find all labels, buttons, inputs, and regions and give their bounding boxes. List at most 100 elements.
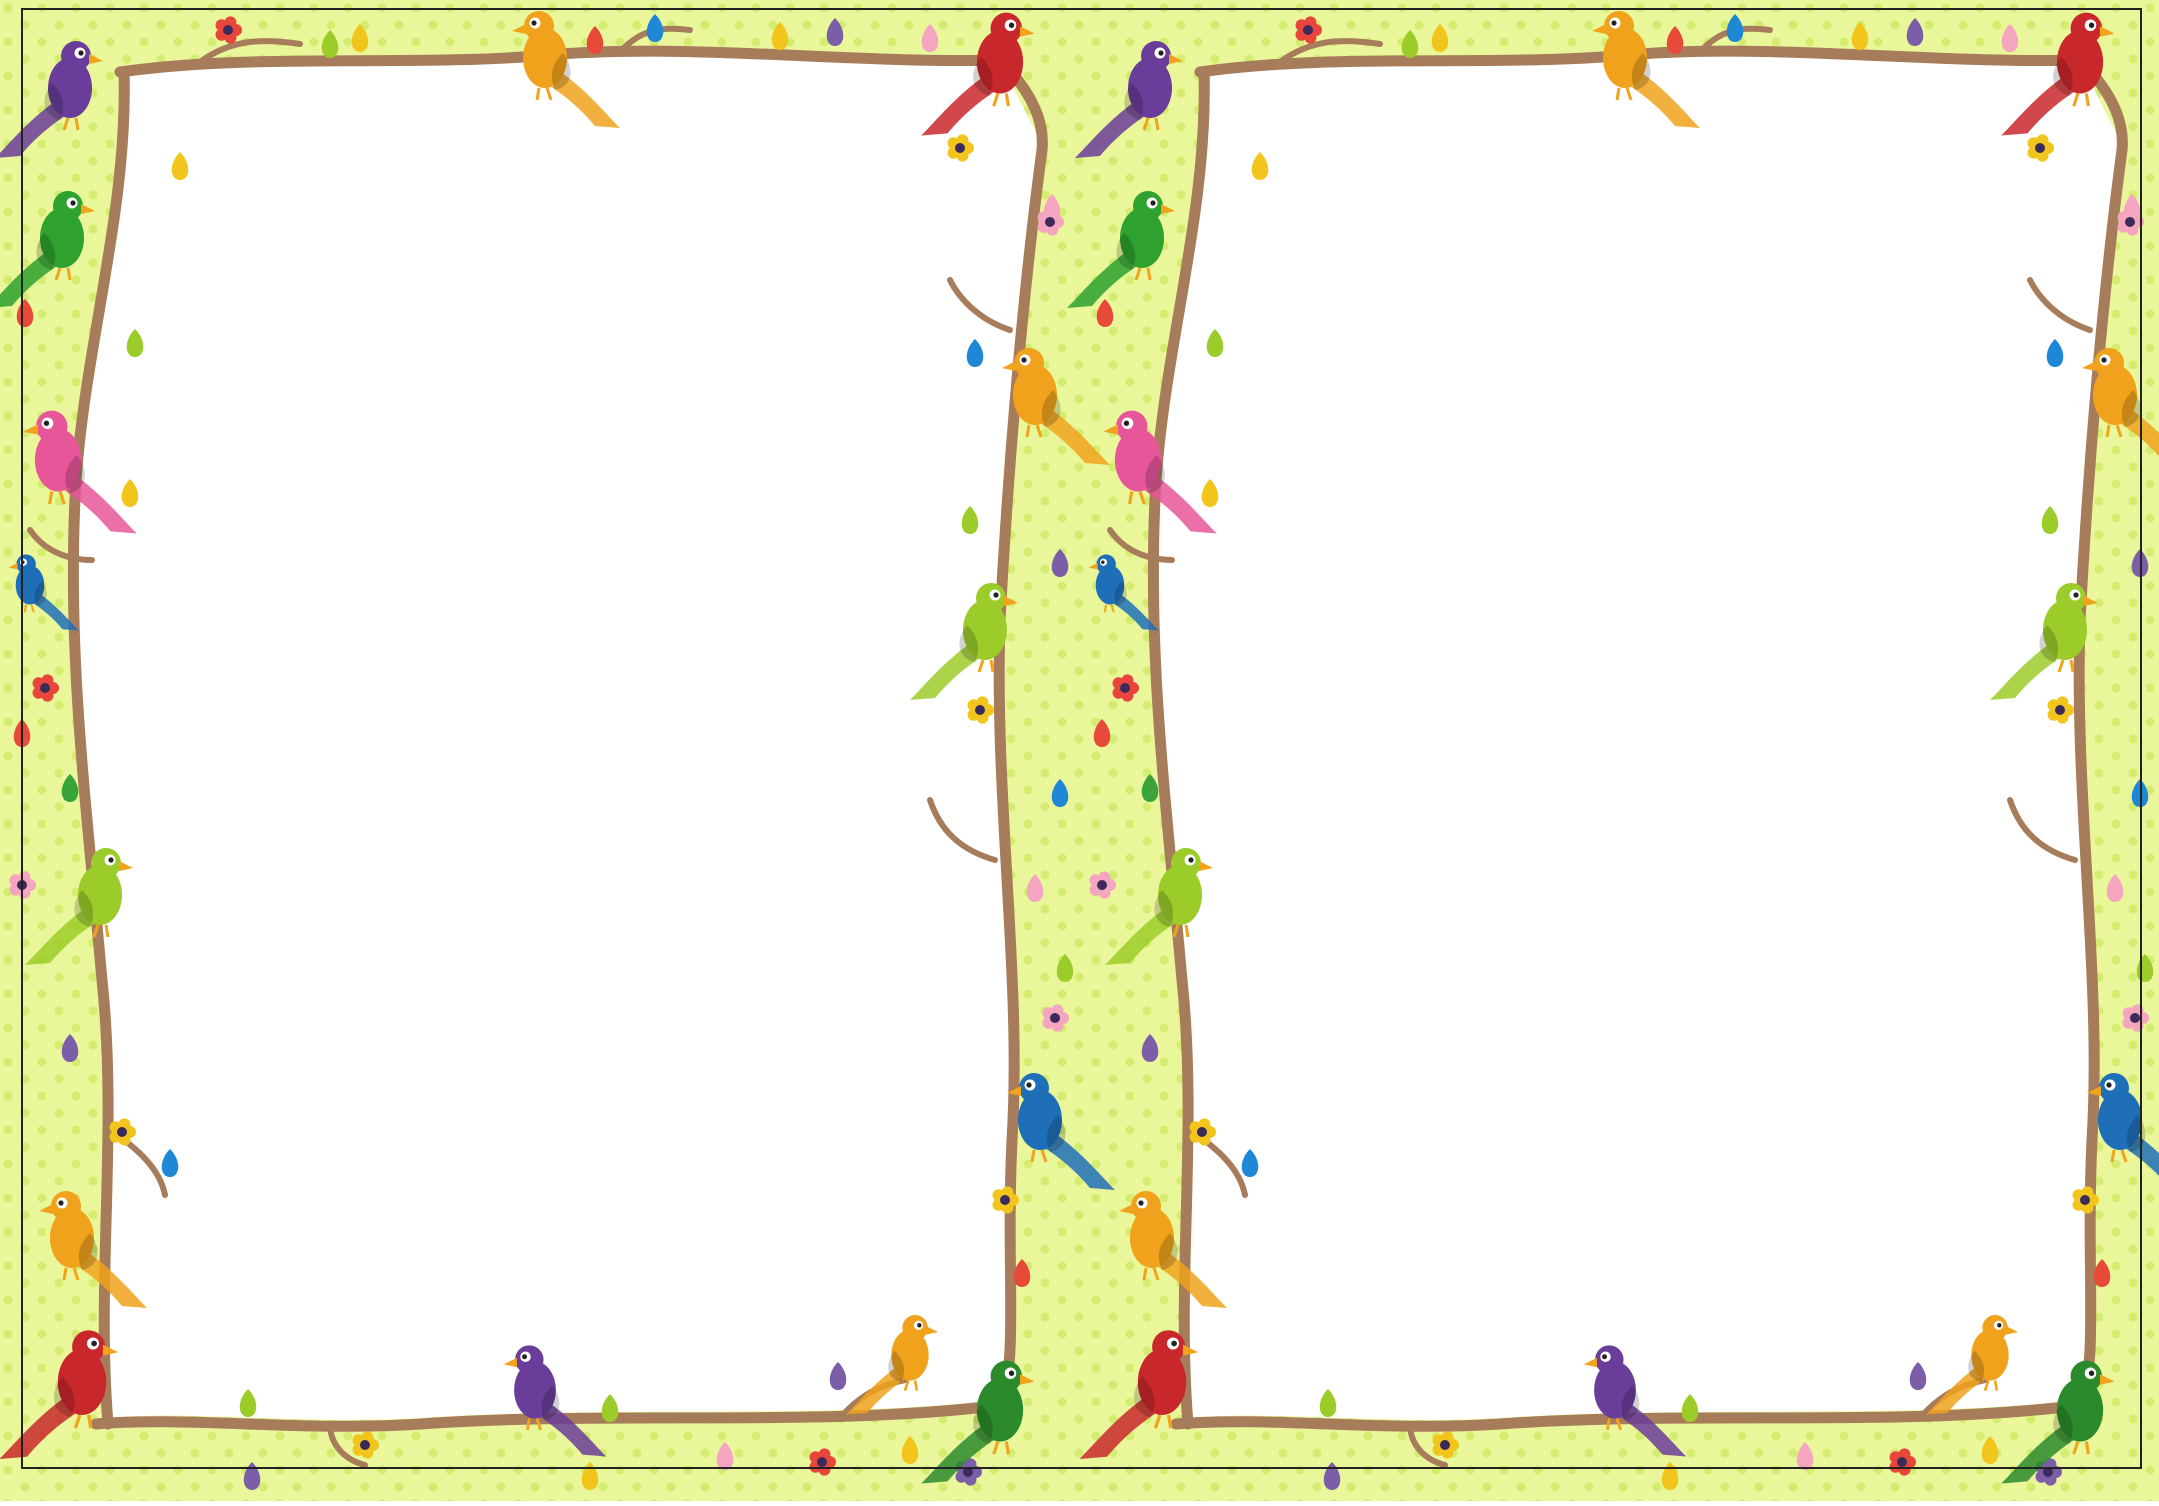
bird-icon [921, 12, 1035, 136]
writing-area [1157, 53, 2120, 1420]
flower-icon [2117, 208, 2144, 236]
leaf-icon [826, 18, 844, 46]
leaf-icon [1851, 22, 1869, 50]
bird-icon [2082, 348, 2159, 457]
leaf-icon [16, 299, 34, 327]
leaf-icon [1906, 18, 1924, 46]
bird-icon [1079, 1330, 1199, 1459]
leaf-icon [1093, 719, 1111, 747]
flower-icon [109, 1118, 136, 1146]
flower-icon [2047, 696, 2074, 724]
leaf-icon [586, 26, 604, 54]
bird-icon [1990, 583, 2098, 700]
bird-icon [1926, 1315, 2019, 1415]
leaf-icon [1201, 479, 1219, 507]
leaf-icon [1013, 1259, 1031, 1287]
leaf-icon [351, 24, 369, 52]
branch [2007, 797, 2078, 863]
bird-icon [1002, 348, 1110, 465]
leaf-icon [1206, 329, 1224, 357]
branch [947, 277, 1013, 333]
flower-icon [967, 696, 994, 724]
leaf-icon [2106, 874, 2124, 902]
bird-icon [1007, 1073, 1115, 1190]
branch [1277, 38, 1383, 65]
leaf-icon [2001, 24, 2019, 52]
leaf-icon [1051, 549, 1069, 577]
leaf-icon [1401, 30, 1419, 58]
leaf-icon [1909, 1362, 1927, 1390]
bird-icon [1103, 410, 1217, 534]
leaf-icon [1666, 26, 1684, 54]
leaf-icon [61, 774, 79, 802]
leaf-icon [1056, 954, 1074, 982]
bird-icon [1592, 11, 1700, 128]
leaf-icon [1051, 779, 1069, 807]
bird-icon [2001, 12, 2115, 136]
bird-icon [1067, 191, 1175, 308]
leaf-icon [61, 1034, 79, 1062]
bird-icon [0, 41, 103, 158]
leaf-icon [1026, 874, 1044, 902]
bird-icon [0, 1330, 119, 1459]
leaf-icon [1796, 1442, 1814, 1470]
leaf-icon [1681, 1394, 1699, 1422]
bird-icon [39, 1191, 147, 1308]
right-panel [1067, 11, 2159, 1490]
flower-icon [947, 134, 974, 162]
sheet-border-line [21, 8, 2142, 1469]
leaf-icon [121, 479, 139, 507]
flower-icon [215, 16, 242, 44]
bird-icon [1583, 1345, 1687, 1457]
leaf-icon [1141, 774, 1159, 802]
branch [27, 527, 95, 563]
leaf-icon [1096, 299, 1114, 327]
bird-icon [512, 11, 620, 128]
branch [1147, 66, 1210, 1430]
bird-icon [1075, 41, 1183, 158]
bird-icon [1088, 554, 1159, 631]
branch [1107, 527, 1175, 563]
flower-icon [1889, 1448, 1916, 1476]
bird-icon [503, 1345, 607, 1457]
leaf-icon [171, 152, 189, 180]
flower-icon [1037, 208, 1064, 236]
leaf-icon [1726, 14, 1744, 42]
leaf-icon [646, 14, 664, 42]
leaf-icon [829, 1362, 847, 1390]
flower-icon [1089, 871, 1116, 899]
leaf-icon [771, 22, 789, 50]
flower-icon [352, 1431, 379, 1459]
flower-icon [809, 1448, 836, 1476]
leaf-icon [901, 1436, 919, 1464]
bird-icon [1119, 1191, 1227, 1308]
flower-icon [1432, 1431, 1459, 1459]
bird-icon [1105, 848, 1213, 965]
leaf-icon [1981, 1436, 1999, 1464]
flower-icon [1295, 16, 1322, 44]
leaf-icon [921, 24, 939, 52]
bird-icon [846, 1315, 939, 1415]
branch [67, 66, 130, 1430]
writing-area [77, 53, 1040, 1420]
leaf-icon [126, 329, 144, 357]
leaf-icon [961, 506, 979, 534]
branch [197, 38, 303, 65]
bird-icon [25, 848, 133, 965]
leaf-icon [716, 1442, 734, 1470]
leaf-icon [239, 1389, 257, 1417]
branch [927, 797, 998, 863]
flower-icon [2072, 1186, 2099, 1214]
branch [327, 1421, 368, 1468]
leaf-icon [1251, 152, 1269, 180]
leaf-icon [1241, 1149, 1259, 1177]
flower-icon [1189, 1118, 1216, 1146]
flower-icon [992, 1186, 1019, 1214]
leaf-icon [601, 1394, 619, 1422]
branch [2027, 277, 2093, 333]
left-panel [0, 11, 1115, 1490]
leaf-icon [321, 30, 339, 58]
bird-icon [23, 410, 137, 534]
